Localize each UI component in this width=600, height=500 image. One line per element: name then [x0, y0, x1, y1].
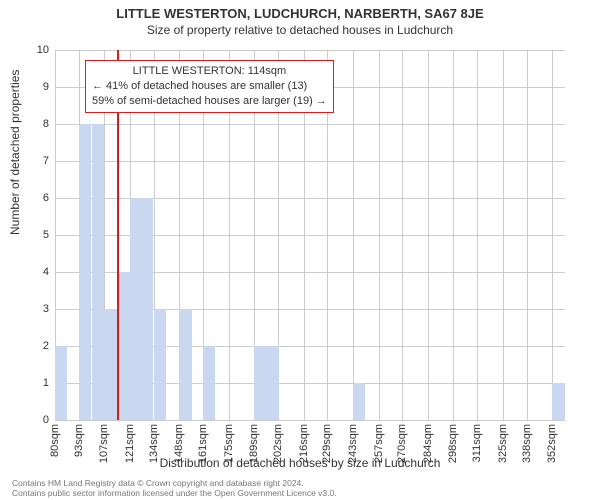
histogram-bar [92, 124, 104, 420]
histogram-bar [141, 198, 153, 420]
histogram-bar [552, 383, 564, 420]
grid-line-v [379, 50, 380, 420]
plot-area: 01234567891080sqm93sqm107sqm121sqm134sqm… [55, 50, 565, 420]
y-tick-label: 4 [43, 266, 55, 278]
chart-container: LITTLE WESTERTON, LUDCHURCH, NARBERTH, S… [0, 0, 600, 500]
histogram-bar [55, 346, 67, 420]
grid-line-v [402, 50, 403, 420]
histogram-bar [353, 383, 365, 420]
footer-line-1: Contains HM Land Registry data © Crown c… [12, 478, 337, 488]
annotation-line-1: LITTLE WESTERTON: 114sqm [92, 64, 327, 79]
x-axis-label: Distribution of detached houses by size … [0, 456, 600, 470]
histogram-bar [254, 346, 266, 420]
annotation-box: LITTLE WESTERTON: 114sqm← 41% of detache… [85, 60, 334, 113]
x-tick-label: 80sqm [49, 420, 61, 457]
histogram-bar [79, 124, 91, 420]
footer-attribution: Contains HM Land Registry data © Crown c… [12, 478, 337, 498]
footer-line-2: Contains public sector information licen… [12, 488, 337, 498]
y-tick-label: 2 [43, 340, 55, 352]
annotation-line-2: ← 41% of detached houses are smaller (13… [92, 79, 327, 94]
histogram-bar [203, 346, 215, 420]
grid-line-h [55, 161, 565, 162]
y-tick-label: 9 [43, 81, 55, 93]
y-tick-label: 10 [37, 44, 55, 56]
y-tick-label: 5 [43, 229, 55, 241]
histogram-bar [104, 309, 116, 420]
grid-line-v [503, 50, 504, 420]
grid-line-v [353, 50, 354, 420]
grid-line-h [55, 50, 565, 51]
grid-line-v [552, 50, 553, 420]
y-tick-label: 7 [43, 155, 55, 167]
grid-line-v [477, 50, 478, 420]
y-tick-label: 8 [43, 118, 55, 130]
y-tick-label: 3 [43, 303, 55, 315]
y-tick-label: 6 [43, 192, 55, 204]
grid-line-v [453, 50, 454, 420]
grid-line-h [55, 124, 565, 125]
chart-title-main: LITTLE WESTERTON, LUDCHURCH, NARBERTH, S… [0, 0, 600, 21]
grid-line-v [428, 50, 429, 420]
histogram-bar [267, 346, 279, 420]
x-tick-label: 93sqm [73, 420, 85, 457]
histogram-bar [154, 309, 166, 420]
chart-title-sub: Size of property relative to detached ho… [0, 21, 600, 37]
annotation-line-3: 59% of semi-detached houses are larger (… [92, 94, 327, 109]
grid-line-v [527, 50, 528, 420]
histogram-bar [179, 309, 191, 420]
y-axis-label: Number of detached properties [8, 70, 22, 235]
y-tick-label: 1 [43, 377, 55, 389]
